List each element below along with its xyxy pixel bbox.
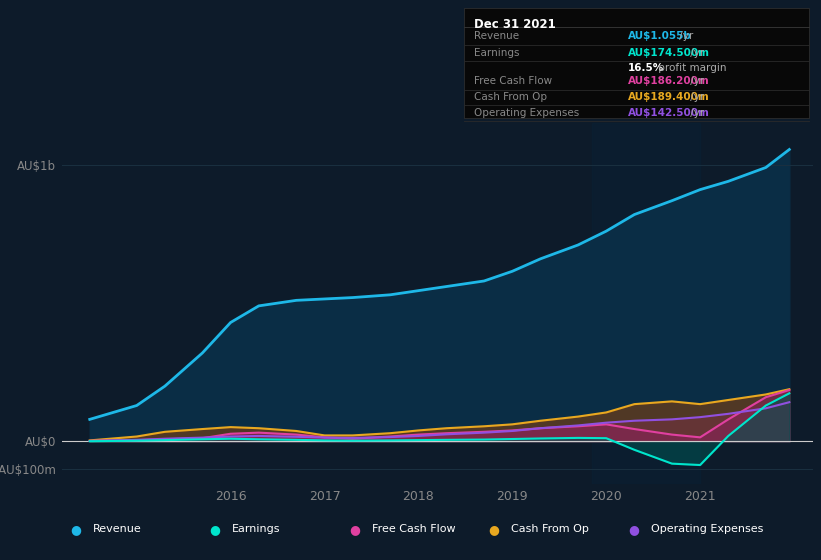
Text: Revenue: Revenue <box>474 31 519 41</box>
Text: AU$1.055b: AU$1.055b <box>628 31 692 41</box>
Text: Earnings: Earnings <box>474 48 519 58</box>
Text: Free Cash Flow: Free Cash Flow <box>474 76 552 86</box>
Bar <box>592 123 700 484</box>
Text: ●: ● <box>209 522 220 536</box>
Text: Earnings: Earnings <box>232 524 281 534</box>
Text: /yr: /yr <box>677 31 694 41</box>
Text: ●: ● <box>70 522 80 536</box>
Text: AU$174.500m: AU$174.500m <box>628 48 710 58</box>
Text: AU$189.400m: AU$189.400m <box>628 92 710 102</box>
Text: /yr: /yr <box>686 108 704 118</box>
Text: Cash From Op: Cash From Op <box>474 92 547 102</box>
Text: Cash From Op: Cash From Op <box>511 524 589 534</box>
Text: /yr: /yr <box>686 48 704 58</box>
Text: Dec 31 2021: Dec 31 2021 <box>474 18 556 31</box>
Text: ●: ● <box>349 522 360 536</box>
Text: Operating Expenses: Operating Expenses <box>651 524 764 534</box>
Text: /yr: /yr <box>686 92 704 102</box>
Text: 16.5%: 16.5% <box>628 63 664 73</box>
Text: AU$186.200m: AU$186.200m <box>628 76 710 86</box>
Text: /yr: /yr <box>686 76 704 86</box>
Text: ●: ● <box>488 522 499 536</box>
Text: ●: ● <box>628 522 639 536</box>
Text: profit margin: profit margin <box>654 63 727 73</box>
Text: Operating Expenses: Operating Expenses <box>474 108 579 118</box>
Text: Free Cash Flow: Free Cash Flow <box>372 524 456 534</box>
Text: Revenue: Revenue <box>93 524 141 534</box>
Text: AU$142.500m: AU$142.500m <box>628 108 710 118</box>
